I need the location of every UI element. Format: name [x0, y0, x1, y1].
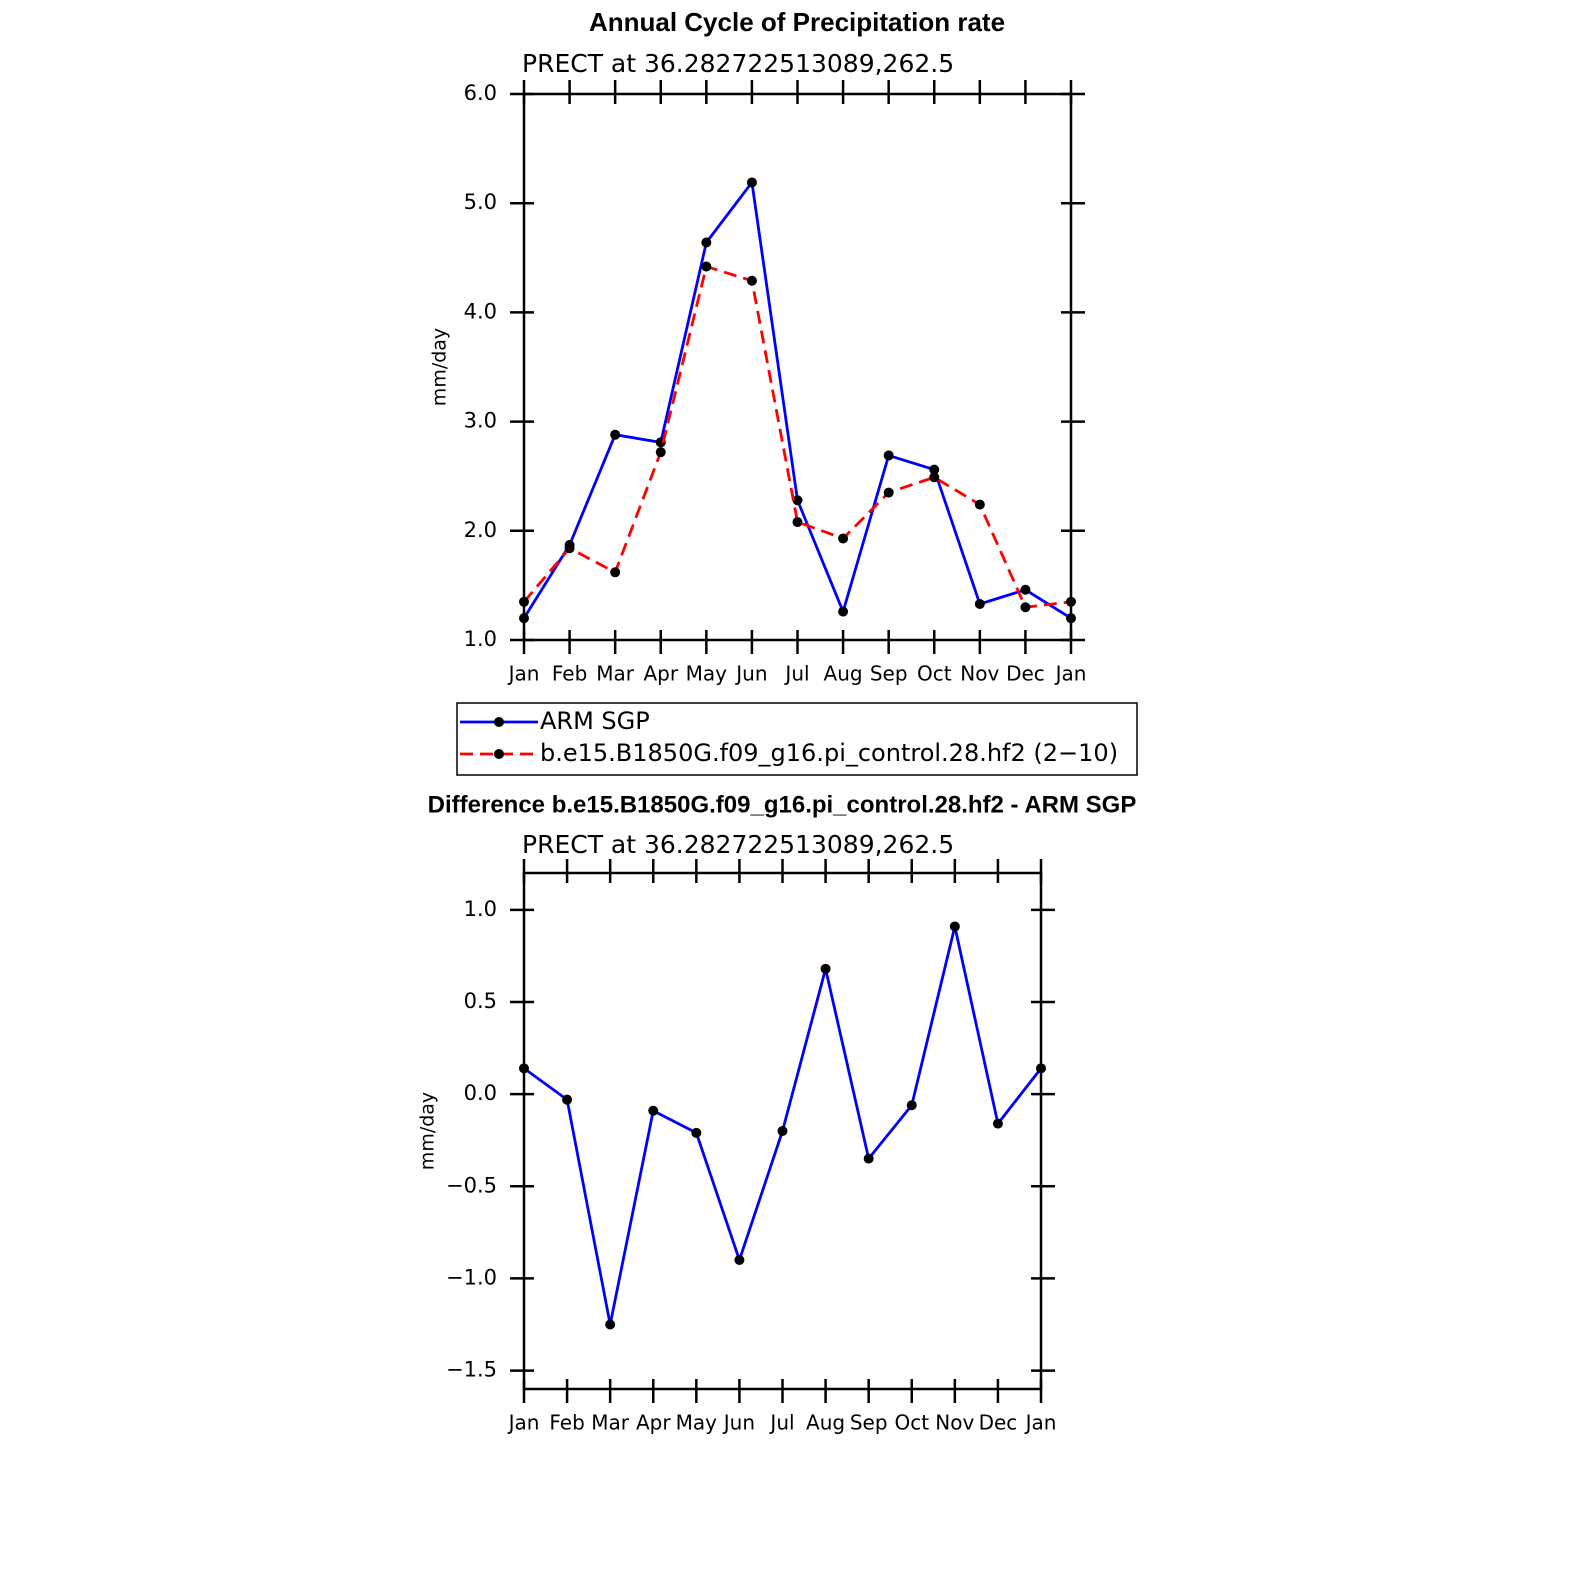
- point: [929, 472, 940, 483]
- y-tick-label: 6.0: [464, 81, 497, 105]
- x-tick-label: Apr: [643, 662, 678, 686]
- x-tick-label: Jun: [734, 662, 767, 686]
- y-tick-label: 2.0: [464, 518, 497, 542]
- point: [792, 517, 803, 528]
- y-tick-label: 5.0: [464, 190, 497, 214]
- point: [1036, 1063, 1046, 1074]
- subtitle: PRECT at 36.282722513089,262.5: [522, 49, 954, 78]
- point: [746, 275, 757, 286]
- y-tick-label: 0.0: [464, 1081, 497, 1105]
- x-tick-label: Dec: [979, 1411, 1018, 1435]
- point: [691, 1127, 702, 1138]
- chart-title: Annual Cycle of Precipitation rate: [589, 7, 1005, 37]
- x-tick-label: Sep: [870, 662, 908, 686]
- legend-box: [456, 702, 1138, 776]
- x-tick-label: May: [676, 1411, 718, 1435]
- x-tick-label: Aug: [806, 1411, 845, 1435]
- x-tick-label: Jul: [783, 662, 809, 686]
- point: [863, 1153, 874, 1164]
- point: [1066, 613, 1076, 624]
- x-tick-label: May: [686, 662, 728, 686]
- y-axis-label: mm/day: [429, 328, 451, 406]
- legend-marker: [494, 717, 504, 727]
- y-tick-label: −1.5: [446, 1358, 497, 1382]
- point: [838, 533, 849, 544]
- point: [701, 237, 712, 248]
- point: [974, 499, 985, 510]
- y-tick-label: 4.0: [464, 299, 497, 323]
- y-tick-label: 1.0: [464, 897, 497, 921]
- point: [1020, 602, 1031, 613]
- x-tick-label: Feb: [549, 1411, 584, 1435]
- point: [792, 495, 803, 506]
- x-tick-label: Jun: [722, 1411, 755, 1435]
- point: [605, 1319, 616, 1330]
- point: [1066, 596, 1076, 607]
- point: [564, 543, 575, 554]
- point: [519, 1063, 529, 1074]
- legend-label: ARM SGP: [540, 707, 650, 735]
- x-tick-label: Oct: [894, 1411, 929, 1435]
- point: [883, 450, 894, 461]
- y-tick-label: −0.5: [446, 1173, 497, 1197]
- y-tick-label: −1.0: [446, 1265, 497, 1289]
- x-tick-label: Jan: [1024, 1411, 1057, 1435]
- point: [519, 596, 529, 607]
- point: [648, 1105, 659, 1116]
- x-tick-label: Oct: [917, 662, 952, 686]
- series-line: [523, 926, 1043, 1325]
- legend-label: b.e15.B1850G.f09_g16.pi_control.28.hf2 (…: [540, 739, 1118, 767]
- x-tick-label: Jul: [768, 1411, 794, 1435]
- plot-frame: [522, 92, 1073, 642]
- point: [838, 606, 849, 617]
- point: [734, 1255, 745, 1265]
- point: [906, 1100, 917, 1111]
- subtitle: PRECT at 36.282722513089,262.5: [522, 830, 954, 859]
- point: [562, 1094, 573, 1105]
- point: [929, 464, 940, 475]
- point: [610, 429, 621, 440]
- x-tick-label: Nov: [960, 662, 999, 686]
- point: [820, 963, 831, 974]
- x-tick-label: Dec: [1006, 662, 1045, 686]
- y-tick-label: 3.0: [464, 409, 497, 433]
- x-tick-label: Feb: [552, 662, 587, 686]
- x-tick-label: Nov: [935, 1411, 974, 1435]
- legend-marker: [494, 749, 504, 759]
- x-tick-label: Sep: [850, 1411, 888, 1435]
- x-tick-label: Mar: [596, 662, 635, 686]
- point: [1020, 584, 1031, 595]
- y-tick-label: 1.0: [464, 627, 497, 651]
- y-tick-label: 0.5: [464, 989, 497, 1013]
- chart-title: Difference b.e15.B1850G.f09_g16.pi_contr…: [428, 791, 1137, 818]
- point: [610, 567, 621, 578]
- series-line: [522, 264, 1072, 609]
- x-tick-label: Jan: [507, 1411, 540, 1435]
- point: [746, 177, 757, 188]
- series-line: [522, 178, 1072, 620]
- x-tick-label: Apr: [636, 1411, 671, 1435]
- x-tick-label: Jan: [507, 662, 540, 686]
- x-tick-label: Mar: [591, 1411, 630, 1435]
- point: [992, 1118, 1003, 1129]
- point: [949, 921, 960, 932]
- point: [655, 447, 666, 458]
- point: [974, 598, 985, 609]
- x-tick-label: Jan: [1054, 662, 1087, 686]
- point: [777, 1126, 788, 1136]
- point: [701, 261, 712, 272]
- point: [519, 613, 529, 624]
- x-tick-label: Aug: [824, 662, 863, 686]
- y-axis-label: mm/day: [417, 1092, 439, 1170]
- point: [883, 487, 894, 498]
